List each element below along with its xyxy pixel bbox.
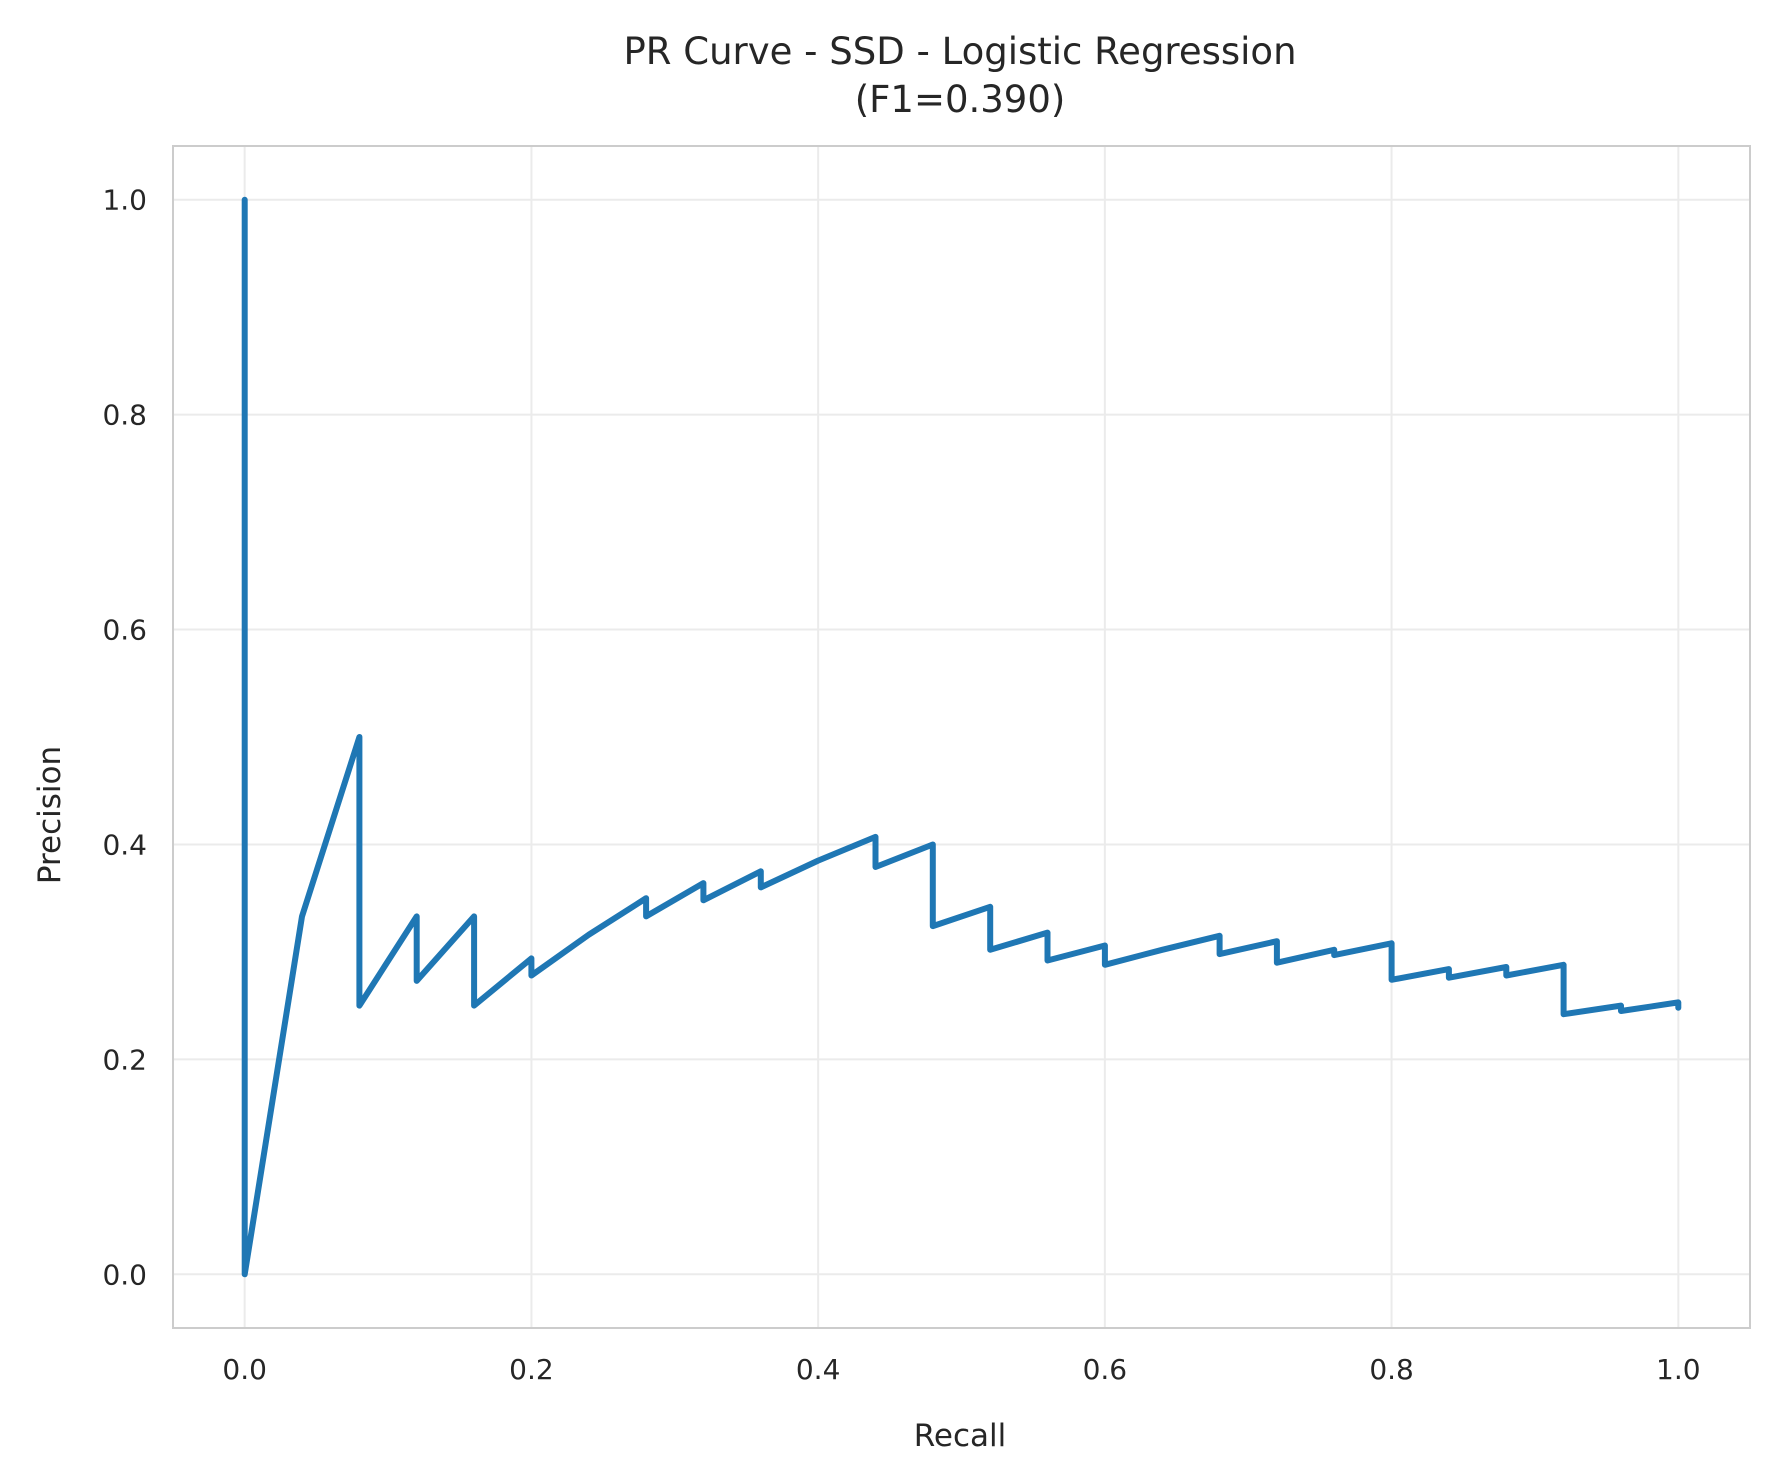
x-tick-label: 0.0 [222, 1353, 267, 1386]
pr-curve-line [241, 196, 1682, 1278]
y-tick-label: 0.4 [102, 828, 147, 861]
grid [173, 146, 1750, 1328]
chart-title: PR Curve - SSD - Logistic Regression [623, 30, 1296, 73]
y-tick-label: 0.2 [102, 1043, 147, 1076]
y-axis-label: Precision [32, 746, 68, 884]
x-tick-label: 0.4 [796, 1353, 841, 1386]
y-tick-label: 1.0 [102, 184, 147, 217]
plot-frame [172, 145, 1751, 1329]
y-axis-ticks: 0.0 0.2 0.4 0.6 0.8 1.0 [102, 184, 147, 1292]
x-tick-label: 1.0 [1656, 1353, 1701, 1386]
x-tick-label: 0.2 [509, 1353, 554, 1386]
y-tick-label: 0.8 [102, 399, 147, 432]
chart-subtitle: (F1=0.390) [855, 78, 1066, 121]
y-tick-label: 0.0 [102, 1258, 147, 1291]
x-axis-ticks: 0.0 0.2 0.4 0.6 0.8 1.0 [222, 1353, 1700, 1386]
x-tick-label: 0.8 [1369, 1353, 1414, 1386]
x-axis-label: Recall [914, 1418, 1007, 1454]
y-tick-label: 0.6 [102, 614, 147, 647]
x-tick-label: 0.6 [1083, 1353, 1128, 1386]
series-layer [241, 196, 1682, 1278]
